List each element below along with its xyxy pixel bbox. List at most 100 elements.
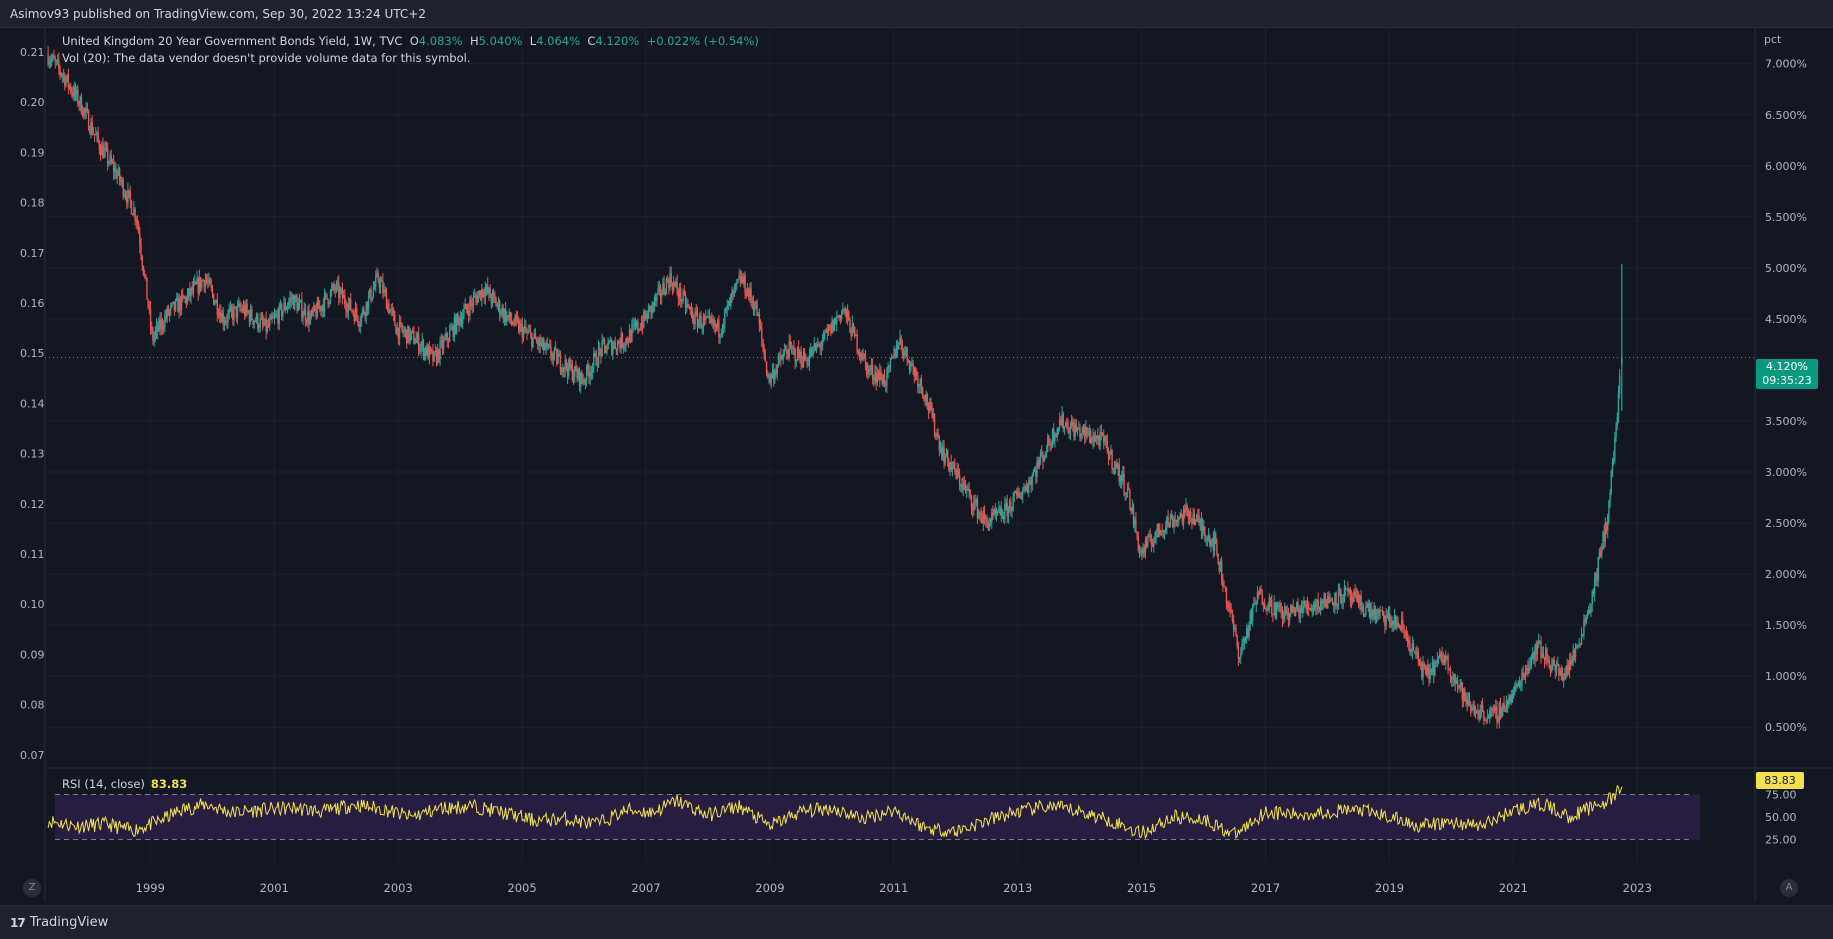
candle-body	[1076, 428, 1079, 432]
candle-body	[440, 340, 442, 342]
candle-body	[732, 290, 734, 295]
candle-body	[712, 319, 714, 324]
candle-body	[1500, 708, 1503, 718]
auto-scale-button[interactable]: A	[1780, 879, 1798, 897]
candle-body	[578, 368, 581, 387]
candle-body	[528, 331, 531, 333]
candle-body	[1346, 588, 1348, 590]
candle-body	[344, 295, 346, 305]
candle-body	[626, 338, 628, 342]
candle-body	[243, 306, 246, 316]
rsi-band	[55, 794, 1700, 840]
candle-body	[284, 302, 286, 310]
candle-body	[1312, 608, 1315, 610]
candle-body	[228, 309, 230, 314]
candle-body	[462, 316, 464, 325]
candle-body	[1452, 678, 1454, 680]
candle-body	[722, 323, 725, 329]
candle-body	[1551, 665, 1553, 672]
candle-body	[1246, 628, 1248, 640]
candle-body	[1406, 637, 1409, 641]
candle-body	[705, 316, 707, 320]
candle-body	[296, 300, 298, 312]
candle-body	[1157, 523, 1160, 530]
candle-body	[1324, 593, 1327, 607]
candle-body	[697, 321, 700, 328]
right-axis-tick: 6.000%	[1765, 160, 1807, 173]
candle-body	[1458, 685, 1460, 688]
candle-body	[808, 355, 811, 364]
candle-body	[726, 305, 728, 309]
candle-body	[880, 370, 882, 379]
candle-body	[1087, 435, 1089, 437]
candle-body	[190, 287, 192, 297]
tradingview-brand[interactable]: 17 TradingView	[10, 915, 108, 930]
candle-body	[1170, 515, 1173, 518]
candle-body	[569, 359, 571, 369]
rsi-label: RSI (14, close)	[62, 777, 145, 791]
candle-body	[927, 405, 930, 412]
timezone-button[interactable]: Z	[23, 879, 41, 897]
rsi-last-tag: 83.83	[1756, 772, 1804, 789]
candle-body	[833, 318, 836, 332]
candle-body	[365, 301, 367, 317]
candle-body	[874, 372, 876, 380]
candle-body	[67, 74, 70, 87]
candle-body	[539, 338, 541, 346]
candle-body	[395, 325, 397, 335]
candle-body	[55, 60, 58, 62]
candle-body	[483, 294, 485, 297]
candle-body	[1520, 685, 1522, 687]
candle-body	[504, 309, 507, 322]
candle-body	[61, 75, 64, 77]
candle-body	[817, 344, 819, 346]
candle-body	[519, 323, 521, 332]
candle-body	[811, 350, 813, 356]
candle-body	[1030, 480, 1032, 486]
candle-body	[1478, 712, 1480, 720]
candle-body	[1392, 620, 1394, 625]
candle-body	[1111, 449, 1113, 468]
candle-body	[920, 379, 923, 389]
rsi-axis-tick: 25.00	[1765, 834, 1797, 847]
candle-body	[1471, 707, 1473, 711]
candle-body	[1442, 660, 1445, 664]
candle-body	[1074, 424, 1076, 437]
chart-area[interactable]: 75.00 50.00 25.00 7.000% 6.500% 6.000% 5.500%…	[0, 28, 1833, 904]
candle-body	[774, 371, 776, 381]
open-label: O	[409, 34, 419, 48]
candle-body	[1425, 668, 1428, 676]
right-axis-tick: 5.000%	[1765, 262, 1807, 275]
candle-body	[1498, 703, 1501, 721]
candle-body	[1136, 531, 1138, 537]
candle-body	[767, 373, 769, 378]
candle-body	[363, 308, 365, 314]
candle-body	[1006, 502, 1008, 517]
candle-body	[485, 285, 488, 290]
candle-body	[164, 316, 166, 328]
candle-body	[1372, 613, 1374, 618]
candle-body	[309, 316, 311, 324]
candle-body	[311, 310, 314, 313]
candle-body	[1367, 603, 1369, 608]
candle-body	[649, 305, 651, 307]
candle-body	[1288, 613, 1291, 621]
candle-body	[964, 484, 967, 491]
candle-body	[192, 283, 195, 292]
candle-body	[789, 341, 792, 346]
candle-body	[1410, 651, 1412, 653]
candle-body	[1562, 678, 1565, 680]
candle-body	[991, 512, 993, 523]
candle-body	[1267, 609, 1269, 611]
candle-body	[1032, 472, 1035, 476]
candle-body	[1580, 634, 1583, 645]
candle-body	[334, 288, 336, 291]
candle-body	[389, 309, 391, 314]
rsi-legend[interactable]: RSI (14, close) 83.83	[62, 777, 187, 791]
symbol-legend[interactable]: United Kingdom 20 Year Government Bonds …	[62, 34, 759, 48]
candle-body	[1195, 515, 1198, 522]
candle-body	[666, 279, 669, 281]
candle-body	[868, 366, 870, 372]
right-axis-tick: 2.500%	[1765, 517, 1807, 530]
price-chart-svg[interactable]: 75.00 50.00 25.00 7.000% 6.500% 6.000% 5.500%…	[0, 28, 1833, 904]
